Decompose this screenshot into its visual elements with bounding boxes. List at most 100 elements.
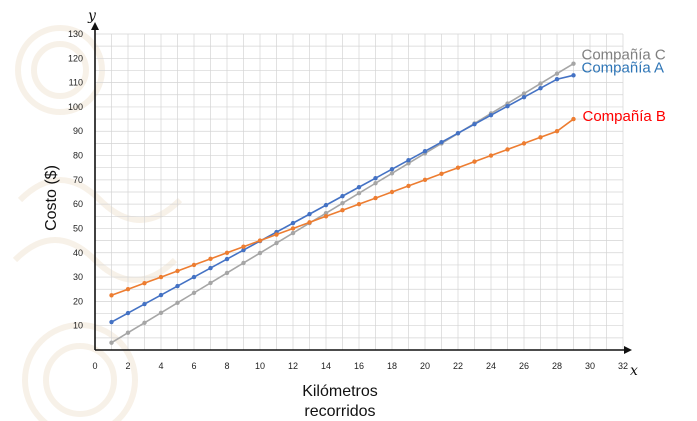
data-point xyxy=(538,135,543,140)
x-tick-label: 32 xyxy=(618,361,628,371)
data-point xyxy=(175,268,180,274)
data-point xyxy=(455,130,461,136)
data-point xyxy=(439,139,444,145)
data-point xyxy=(356,201,362,207)
series-label: Compañía C xyxy=(582,47,666,64)
data-point xyxy=(422,177,428,183)
data-point xyxy=(356,191,362,196)
series-group xyxy=(109,61,576,345)
data-point xyxy=(307,211,312,217)
data-point xyxy=(538,81,543,86)
y-axis-title: Costo ($) xyxy=(43,165,60,231)
y-tick-label: 100 xyxy=(68,102,83,112)
y-tick-label: 70 xyxy=(73,175,83,185)
data-point xyxy=(208,265,213,271)
x-tick-label: 12 xyxy=(288,361,298,371)
data-point xyxy=(208,256,213,262)
data-point xyxy=(307,220,312,225)
x-tick-label: 0 xyxy=(92,361,97,371)
data-point xyxy=(125,330,131,335)
data-point xyxy=(571,116,576,122)
data-point xyxy=(323,214,329,219)
x-tick-label: 30 xyxy=(585,361,595,371)
axes: y x xyxy=(87,8,638,379)
data-point xyxy=(323,210,329,216)
x-tick-label: 24 xyxy=(486,361,496,371)
data-point xyxy=(406,157,411,163)
series-3 xyxy=(109,116,576,298)
data-point xyxy=(505,103,510,109)
data-point xyxy=(158,274,164,280)
data-point xyxy=(290,220,296,226)
data-point xyxy=(554,71,560,76)
data-point xyxy=(340,200,345,206)
y-tick-label: 30 xyxy=(73,272,83,282)
data-point xyxy=(521,91,527,96)
data-point xyxy=(488,112,494,118)
data-point xyxy=(455,165,461,170)
data-point xyxy=(158,292,164,298)
data-point xyxy=(422,148,428,154)
x-tick-label: 6 xyxy=(191,361,196,371)
x-tick-label: 22 xyxy=(453,361,463,371)
data-point xyxy=(521,95,527,100)
data-point xyxy=(191,290,197,296)
y-axis-variable: y xyxy=(87,8,97,24)
data-point xyxy=(175,283,180,289)
data-point xyxy=(109,319,114,325)
x-axis-variable: x xyxy=(630,363,638,379)
y-tick-label: 110 xyxy=(69,78,83,88)
x-axis-title-line1: Kilómetros xyxy=(302,383,378,400)
x-tick-label: 18 xyxy=(387,361,397,371)
data-point xyxy=(224,270,230,276)
x-axis-arrow xyxy=(624,346,632,354)
data-point xyxy=(208,280,213,286)
data-point xyxy=(571,61,576,66)
y-tick-label: 50 xyxy=(73,223,83,233)
data-point xyxy=(538,86,543,91)
data-point xyxy=(340,193,345,199)
data-point xyxy=(373,181,378,186)
data-point xyxy=(406,183,411,189)
data-point xyxy=(125,287,131,292)
data-point xyxy=(241,247,246,253)
data-point xyxy=(472,121,477,127)
data-point xyxy=(554,77,560,82)
y-tick-label: 20 xyxy=(73,296,83,306)
data-point xyxy=(472,159,477,164)
y-axis-arrow xyxy=(91,22,99,30)
data-point xyxy=(257,238,263,243)
data-point xyxy=(290,230,296,236)
data-point xyxy=(191,274,197,280)
data-point xyxy=(274,240,279,246)
data-point xyxy=(109,340,114,345)
data-point xyxy=(340,208,345,213)
data-point xyxy=(406,161,411,166)
series-2 xyxy=(109,73,576,325)
y-tick-labels: 10 20 30 40 50 60 70 80 90 100 110 120 130 xyxy=(68,29,83,331)
data-point xyxy=(389,189,395,195)
data-point xyxy=(389,166,395,172)
data-point xyxy=(439,171,444,176)
data-point xyxy=(290,226,296,231)
data-point xyxy=(191,262,197,268)
data-point xyxy=(224,250,230,255)
y-tick-label: 90 xyxy=(73,126,83,136)
x-tick-label: 28 xyxy=(552,361,562,371)
data-point xyxy=(142,301,147,307)
data-point xyxy=(389,171,395,176)
x-tick-label: 16 xyxy=(354,361,364,371)
data-point xyxy=(224,256,230,262)
data-point xyxy=(373,175,378,181)
x-tick-label: 4 xyxy=(158,361,163,371)
data-point xyxy=(505,147,510,152)
data-point xyxy=(274,232,279,237)
data-point xyxy=(521,141,527,146)
x-tick-label: 2 xyxy=(125,361,130,371)
data-point xyxy=(356,184,362,190)
x-axis-title-line2: recorridos xyxy=(304,403,375,420)
data-point xyxy=(158,310,164,316)
data-point xyxy=(241,260,246,266)
x-tick-label: 10 xyxy=(255,361,265,371)
